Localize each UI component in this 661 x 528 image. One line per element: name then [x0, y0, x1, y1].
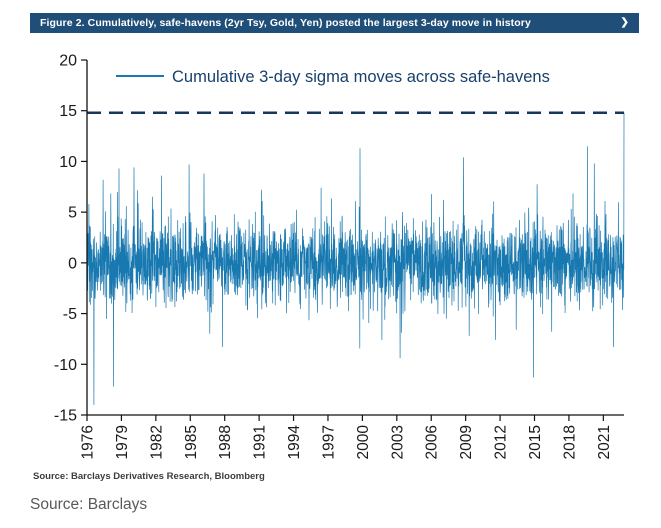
x-tick-label: 2018 [561, 425, 578, 459]
y-tick-label: 15 [59, 103, 77, 120]
y-tick-label: -5 [63, 306, 77, 323]
y-tick-label: -10 [54, 357, 77, 374]
x-tick-label: 2012 [493, 425, 510, 459]
caption-source: Source: Barclays [30, 496, 148, 513]
x-tick-label: 2000 [355, 425, 372, 460]
y-tick-label: 20 [59, 53, 77, 70]
y-tick-label: -15 [54, 408, 77, 425]
x-tick-label: 1997 [320, 425, 337, 459]
x-tick-label: 1979 [114, 425, 131, 459]
x-tick-label: 1994 [286, 425, 303, 460]
x-tick-label: 1982 [148, 425, 165, 459]
x-tick-label: 2021 [596, 425, 613, 459]
x-tick-label: 1991 [252, 425, 269, 459]
series-line [86, 112, 625, 405]
x-tick-label: 2003 [389, 425, 406, 459]
y-tick-label: 5 [68, 205, 77, 222]
x-tick-label: 2006 [424, 425, 441, 459]
y-tick-label: 10 [59, 154, 77, 171]
legend-label: Cumulative 3-day sigma moves across safe… [172, 68, 550, 86]
x-tick-label: 1976 [80, 425, 97, 459]
x-tick-label: 2015 [527, 425, 544, 459]
x-tick-label: 1988 [217, 425, 234, 459]
x-tick-label: 1985 [183, 425, 200, 459]
chart-source-note: Source: Barclays Derivatives Research, B… [33, 471, 265, 482]
y-tick-label: 0 [68, 255, 77, 272]
figure-header: Figure 2. Cumulatively, safe-havens (2yr… [30, 13, 639, 33]
figure-title: Figure 2. Cumulatively, safe-havens (2yr… [40, 17, 531, 29]
x-tick-label: 2009 [458, 425, 475, 459]
chevron-right-icon[interactable]: ❯ [620, 17, 629, 28]
